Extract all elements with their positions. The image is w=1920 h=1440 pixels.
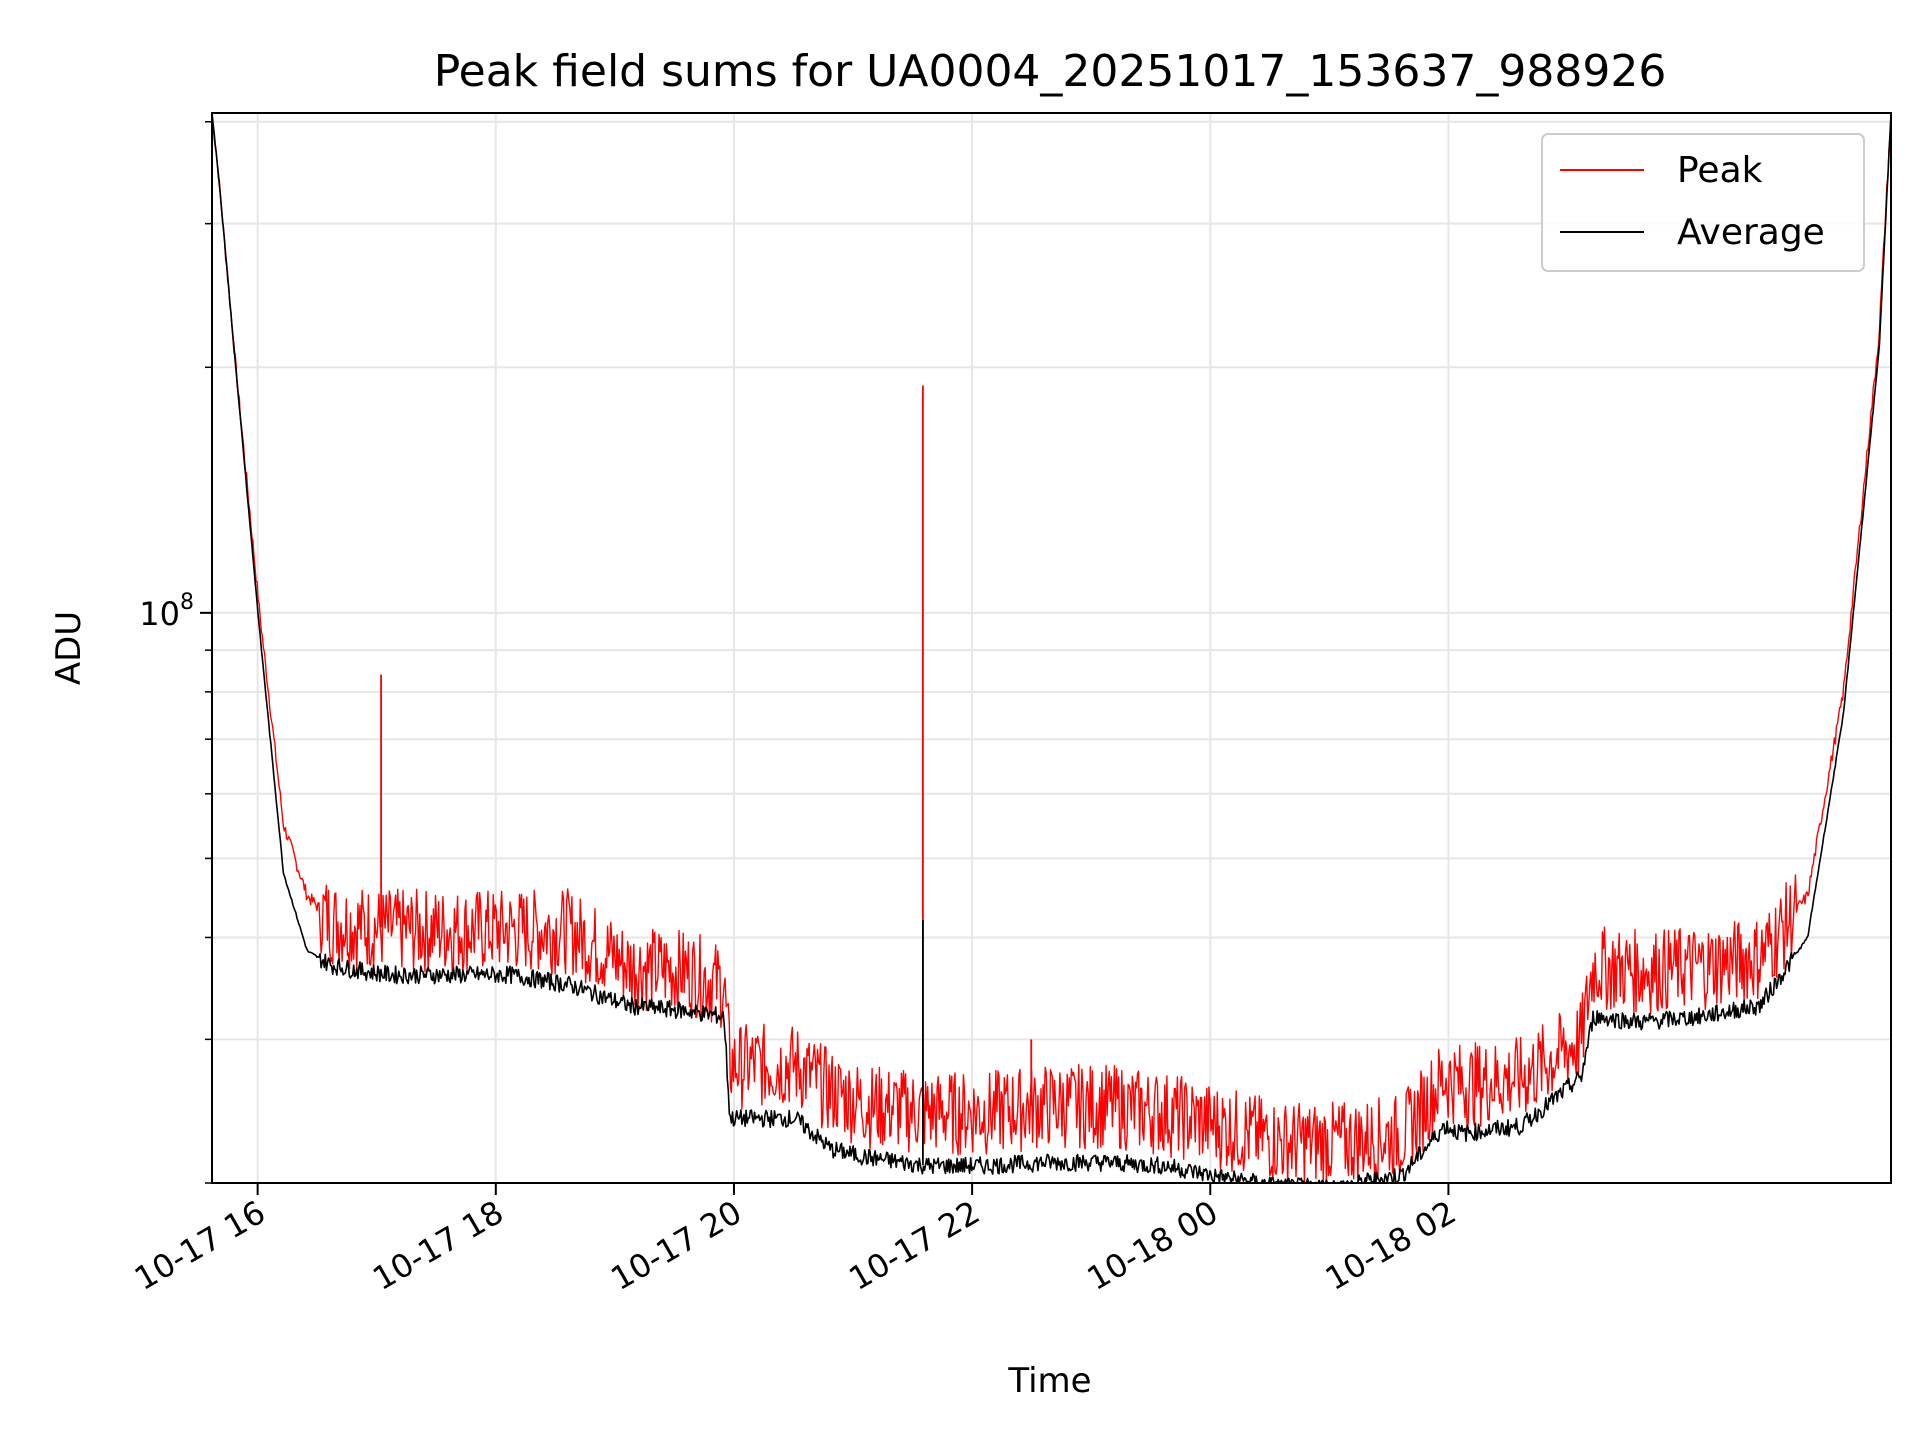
legend: Peak Average: [1541, 133, 1865, 272]
chart-title: Peak field sums for UA0004_20251017_1536…: [434, 46, 1667, 97]
grid-lines: [212, 113, 1891, 1184]
plot-frame: [211, 112, 1892, 1184]
series-layer: [211, 112, 1892, 1184]
x-axis-label: Time: [1007, 1361, 1091, 1401]
y-tick-label: 108: [139, 590, 194, 633]
y-axis-label: ADU: [49, 611, 89, 685]
series-line-average: [211, 112, 1892, 1184]
legend-label-peak: Peak: [1677, 150, 1763, 191]
legend-box: [1541, 133, 1865, 272]
series-line-peak: [211, 112, 1892, 1184]
legend-label-average: Average: [1677, 212, 1825, 253]
